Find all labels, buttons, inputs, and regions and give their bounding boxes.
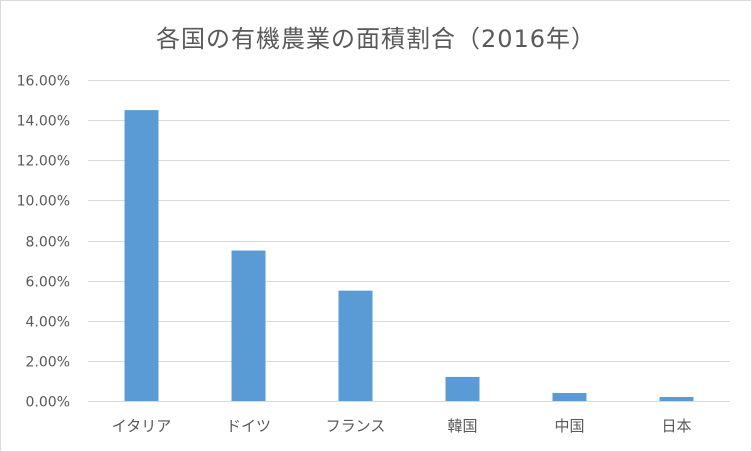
x-tick-label: 日本: [661, 417, 691, 435]
y-tick-label: 16.00%: [17, 74, 70, 90]
bar-6: [659, 396, 694, 401]
y-tick-label: 0.00%: [26, 395, 70, 411]
y-tick-label: 10.00%: [17, 194, 70, 210]
bar-1: [124, 110, 159, 401]
y-tick-label: 2.00%: [26, 355, 70, 371]
x-tick-label: 韓国: [447, 417, 477, 435]
bar-4: [445, 376, 480, 401]
y-tick-label: 14.00%: [17, 114, 70, 130]
y-tick-label: 4.00%: [26, 315, 70, 331]
x-tick-label: フランス: [326, 417, 386, 435]
bar-5: [552, 392, 587, 401]
x-tick-label: イタリア: [112, 417, 171, 435]
y-tick-label: 12.00%: [17, 154, 70, 170]
bar-2: [231, 250, 266, 401]
chart-title: 各国の有機農業の面積割合（2016年）: [155, 25, 597, 53]
x-tick-label: ドイツ: [226, 417, 271, 435]
y-tick-label: 6.00%: [26, 275, 70, 291]
bar-3: [338, 290, 373, 401]
x-tick-label: 中国: [554, 417, 584, 435]
y-tick-label: 8.00%: [26, 235, 70, 251]
